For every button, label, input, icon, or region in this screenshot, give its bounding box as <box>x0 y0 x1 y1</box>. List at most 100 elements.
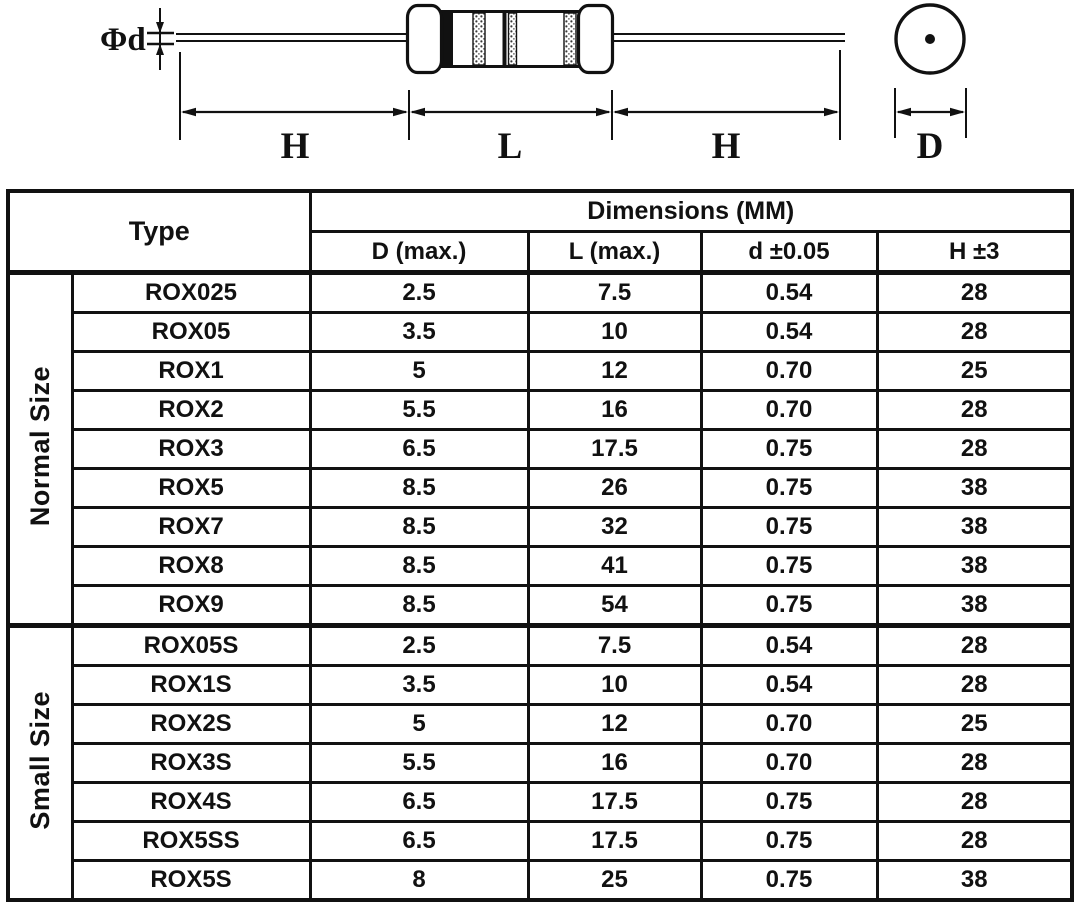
lead-diameter-annotation: Φd <box>100 8 174 70</box>
d-tol-cell: 0.54 <box>699 623 879 667</box>
l-max-cell: 16 <box>526 742 703 784</box>
d-max-cell: 8.5 <box>308 545 530 587</box>
type-cell: ROX025 <box>70 271 312 314</box>
l-max-cell: 7.5 <box>526 271 703 314</box>
l-max-cell: 17.5 <box>526 428 703 470</box>
h-tol-cell: 28 <box>875 664 1074 706</box>
table-row: ROX5 8.5 26 0.75 38 <box>8 467 1074 509</box>
d-max-cell: 8.5 <box>308 506 530 548</box>
resistor-band-stipple <box>507 12 518 66</box>
center-dot-icon <box>925 34 935 44</box>
h-tol-cell: 28 <box>875 271 1074 314</box>
resistor-band-stipple <box>472 12 486 66</box>
column-header-h-tol: H ±3 <box>875 230 1074 275</box>
table-row: ROX9 8.5 54 0.75 38 <box>8 584 1074 627</box>
table-row: Small Size ROX05S 2.5 7.5 0.54 28 <box>6 623 1074 902</box>
d-tol-cell: 0.75 <box>699 781 879 823</box>
d-tol-cell: 0.54 <box>699 664 879 706</box>
table-row: ROX7 8.5 32 0.75 38 <box>8 506 1074 548</box>
d-max-cell: 3.5 <box>308 664 530 706</box>
body-length-label: L <box>498 126 523 167</box>
d-max-cell: 2.5 <box>308 271 530 314</box>
h-tol-cell: 38 <box>875 859 1074 902</box>
table-row: ROX5S 8 25 0.75 38 <box>8 859 1074 902</box>
table-row: ROX2S 5 12 0.70 25 <box>8 703 1074 745</box>
arrowhead-down-icon <box>156 22 164 33</box>
lead-diameter-label: Φd <box>100 22 146 58</box>
resistor-dimension-diagram: Φd <box>0 0 1080 190</box>
resistor-right-cap <box>576 3 615 75</box>
table-row: ROX3S 5.5 16 0.70 28 <box>8 742 1074 784</box>
type-column-header: Type <box>6 189 312 275</box>
d-max-cell: 8 <box>308 859 530 902</box>
type-cell: ROX7 <box>70 506 312 548</box>
d-max-cell: 6.5 <box>308 820 530 862</box>
l-max-cell: 7.5 <box>526 623 703 667</box>
type-cell: ROX8 <box>70 545 312 587</box>
resistor-body <box>405 3 615 75</box>
h-tol-cell: 38 <box>875 506 1074 548</box>
type-cell: ROX1S <box>70 664 312 706</box>
d-max-cell: 6.5 <box>308 428 530 470</box>
dimensions-group-header: Dimensions (MM) <box>308 189 1074 233</box>
d-max-cell: 5 <box>308 350 530 392</box>
d-tol-cell: 0.75 <box>699 859 879 902</box>
l-max-cell: 25 <box>526 859 703 902</box>
l-max-cell: 12 <box>526 703 703 745</box>
h-tol-cell: 28 <box>875 428 1074 470</box>
l-max-cell: 17.5 <box>526 781 703 823</box>
resistor-band-thin <box>502 13 507 65</box>
l-max-cell: 10 <box>526 664 703 706</box>
h-tol-cell: 28 <box>875 820 1074 862</box>
type-cell: ROX1 <box>70 350 312 392</box>
d-tol-cell: 0.75 <box>699 428 879 470</box>
table-row: ROX4S 6.5 17.5 0.75 28 <box>8 781 1074 823</box>
table-row: ROX05 3.5 10 0.54 28 <box>8 311 1074 353</box>
h-tol-cell: 38 <box>875 467 1074 509</box>
column-header-d-max: D (max.) <box>308 230 530 275</box>
h-tol-cell: 28 <box>875 389 1074 431</box>
d-tol-cell: 0.75 <box>699 820 879 862</box>
d-tol-cell: 0.75 <box>699 506 879 548</box>
d-max-cell: 3.5 <box>308 311 530 353</box>
dimensions-table: Type Dimensions (MM) D (max.) L (max.) d… <box>6 189 1075 902</box>
table-row: ROX1S 3.5 10 0.54 28 <box>8 664 1074 706</box>
d-max-cell: 8.5 <box>308 467 530 509</box>
column-header-d-tol: d ±0.05 <box>699 230 879 275</box>
h-tol-cell: 28 <box>875 623 1074 667</box>
d-max-cell: 5 <box>308 703 530 745</box>
table-row: ROX3 6.5 17.5 0.75 28 <box>8 428 1074 470</box>
d-max-cell: 5.5 <box>308 389 530 431</box>
h-tol-cell: 28 <box>875 781 1074 823</box>
h-tol-cell: 28 <box>875 311 1074 353</box>
type-cell: ROX3S <box>70 742 312 784</box>
type-cell: ROX5SS <box>70 820 312 862</box>
h-tol-cell: 38 <box>875 545 1074 587</box>
d-tol-cell: 0.70 <box>699 350 879 392</box>
resistor-left-cap <box>405 3 444 75</box>
size-group-cell: Small Size <box>6 623 74 902</box>
table-row: ROX1 5 12 0.70 25 <box>8 350 1074 392</box>
d-max-cell: 8.5 <box>308 584 530 627</box>
d-max-cell: 2.5 <box>308 623 530 667</box>
d-tol-cell: 0.75 <box>699 584 879 627</box>
end-view-diameter-label: D <box>917 126 944 167</box>
d-tol-cell: 0.70 <box>699 742 879 784</box>
type-cell: ROX2 <box>70 389 312 431</box>
resistor-band-solid <box>441 13 453 65</box>
right-lead-wire <box>610 33 845 42</box>
type-cell: ROX2S <box>70 703 312 745</box>
size-group-label: Small Size <box>24 691 55 830</box>
left-lead-wire <box>176 33 410 42</box>
type-cell: ROX05 <box>70 311 312 353</box>
arrowhead-up-icon <box>156 44 164 55</box>
d-max-cell: 6.5 <box>308 781 530 823</box>
h-tol-cell: 25 <box>875 350 1074 392</box>
h-tol-cell: 38 <box>875 584 1074 627</box>
type-cell: ROX3 <box>70 428 312 470</box>
l-max-cell: 10 <box>526 311 703 353</box>
type-cell: ROX9 <box>70 584 312 627</box>
d-tol-cell: 0.75 <box>699 467 879 509</box>
left-lead-length-label: H <box>281 126 310 167</box>
